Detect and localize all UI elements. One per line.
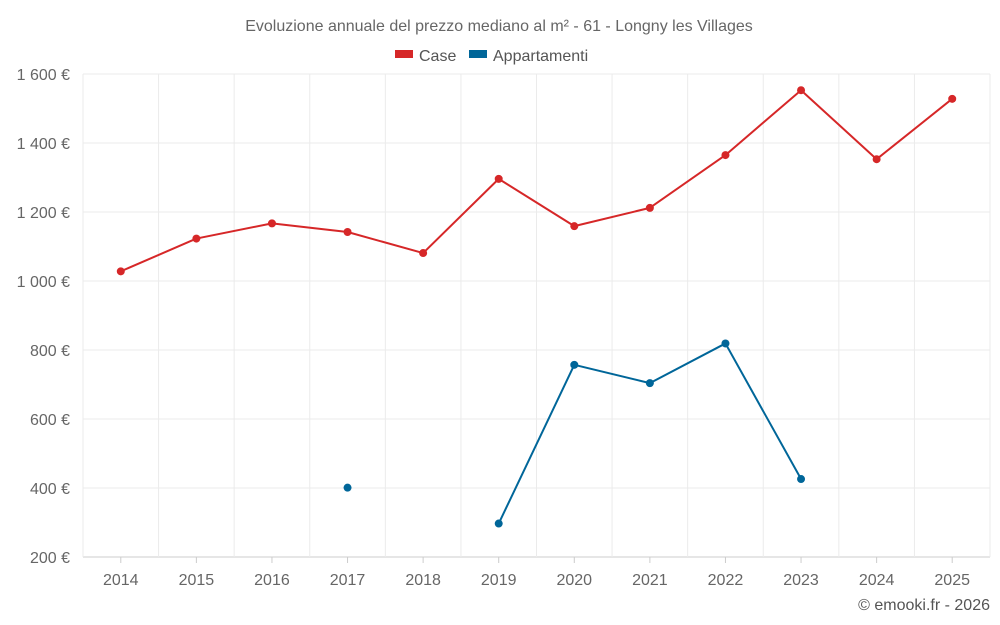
x-tick-label: 2024 (859, 572, 895, 589)
x-tick-label: 2023 (783, 572, 819, 589)
data-point (721, 151, 730, 160)
legend-swatch (395, 50, 413, 58)
data-point (267, 219, 276, 228)
data-point (721, 339, 730, 348)
y-tick-label: 800 € (30, 343, 70, 360)
y-tick-label: 200 € (30, 550, 70, 567)
y-tick-label: 600 € (30, 412, 70, 429)
data-point (570, 222, 579, 231)
legend-swatch (469, 50, 487, 58)
data-point (494, 519, 503, 528)
data-point (645, 379, 654, 388)
x-axis-ticks: 2014 2015 2016 2017 2018 2019 2020 2021 2022 2023… (103, 572, 970, 589)
chart-title: Evoluzione annuale del prezzo mediano al… (245, 18, 753, 35)
series-line (120, 89, 953, 273)
data-point (797, 86, 806, 95)
y-tick-label: 400 € (30, 481, 70, 498)
legend: Case Appartamenti (395, 48, 588, 65)
data-point (797, 475, 806, 484)
data-point (570, 360, 579, 369)
data-point (116, 267, 125, 276)
x-tick-label: 2021 (632, 572, 668, 589)
data-point (948, 94, 957, 103)
y-tick-label: 1 600 € (17, 67, 70, 84)
data-point (419, 249, 428, 258)
x-tick-label: 2017 (330, 572, 366, 589)
legend-label: Case (419, 48, 456, 65)
x-tick-label: 2019 (481, 572, 517, 589)
x-tick-label: 2020 (556, 572, 592, 589)
data-point (343, 483, 352, 492)
y-tick-label: 1 000 € (17, 274, 70, 291)
x-tick-label: 2025 (934, 572, 970, 589)
x-tick-label: 2014 (103, 572, 139, 589)
grid (82, 73, 991, 563)
data-point (192, 234, 201, 243)
x-tick-label: 2022 (708, 572, 744, 589)
data-point (343, 228, 352, 237)
legend-label: Appartamenti (493, 48, 588, 65)
data-point (872, 155, 881, 164)
data-point (645, 203, 654, 212)
x-tick-label: 2015 (179, 572, 215, 589)
y-tick-label: 1 200 € (17, 205, 70, 222)
credit-text: © emooki.fr - 2026 (858, 597, 990, 614)
data-point (494, 174, 503, 183)
y-tick-label: 1 400 € (17, 136, 70, 153)
series-group (116, 86, 957, 528)
x-tick-label: 2016 (254, 572, 290, 589)
y-axis-ticks: 200 € 400 € 600 € 800 € 1 000 € 1 200 € 1 400 … (17, 67, 70, 567)
x-tick-label: 2018 (405, 572, 441, 589)
series-line (497, 342, 802, 524)
